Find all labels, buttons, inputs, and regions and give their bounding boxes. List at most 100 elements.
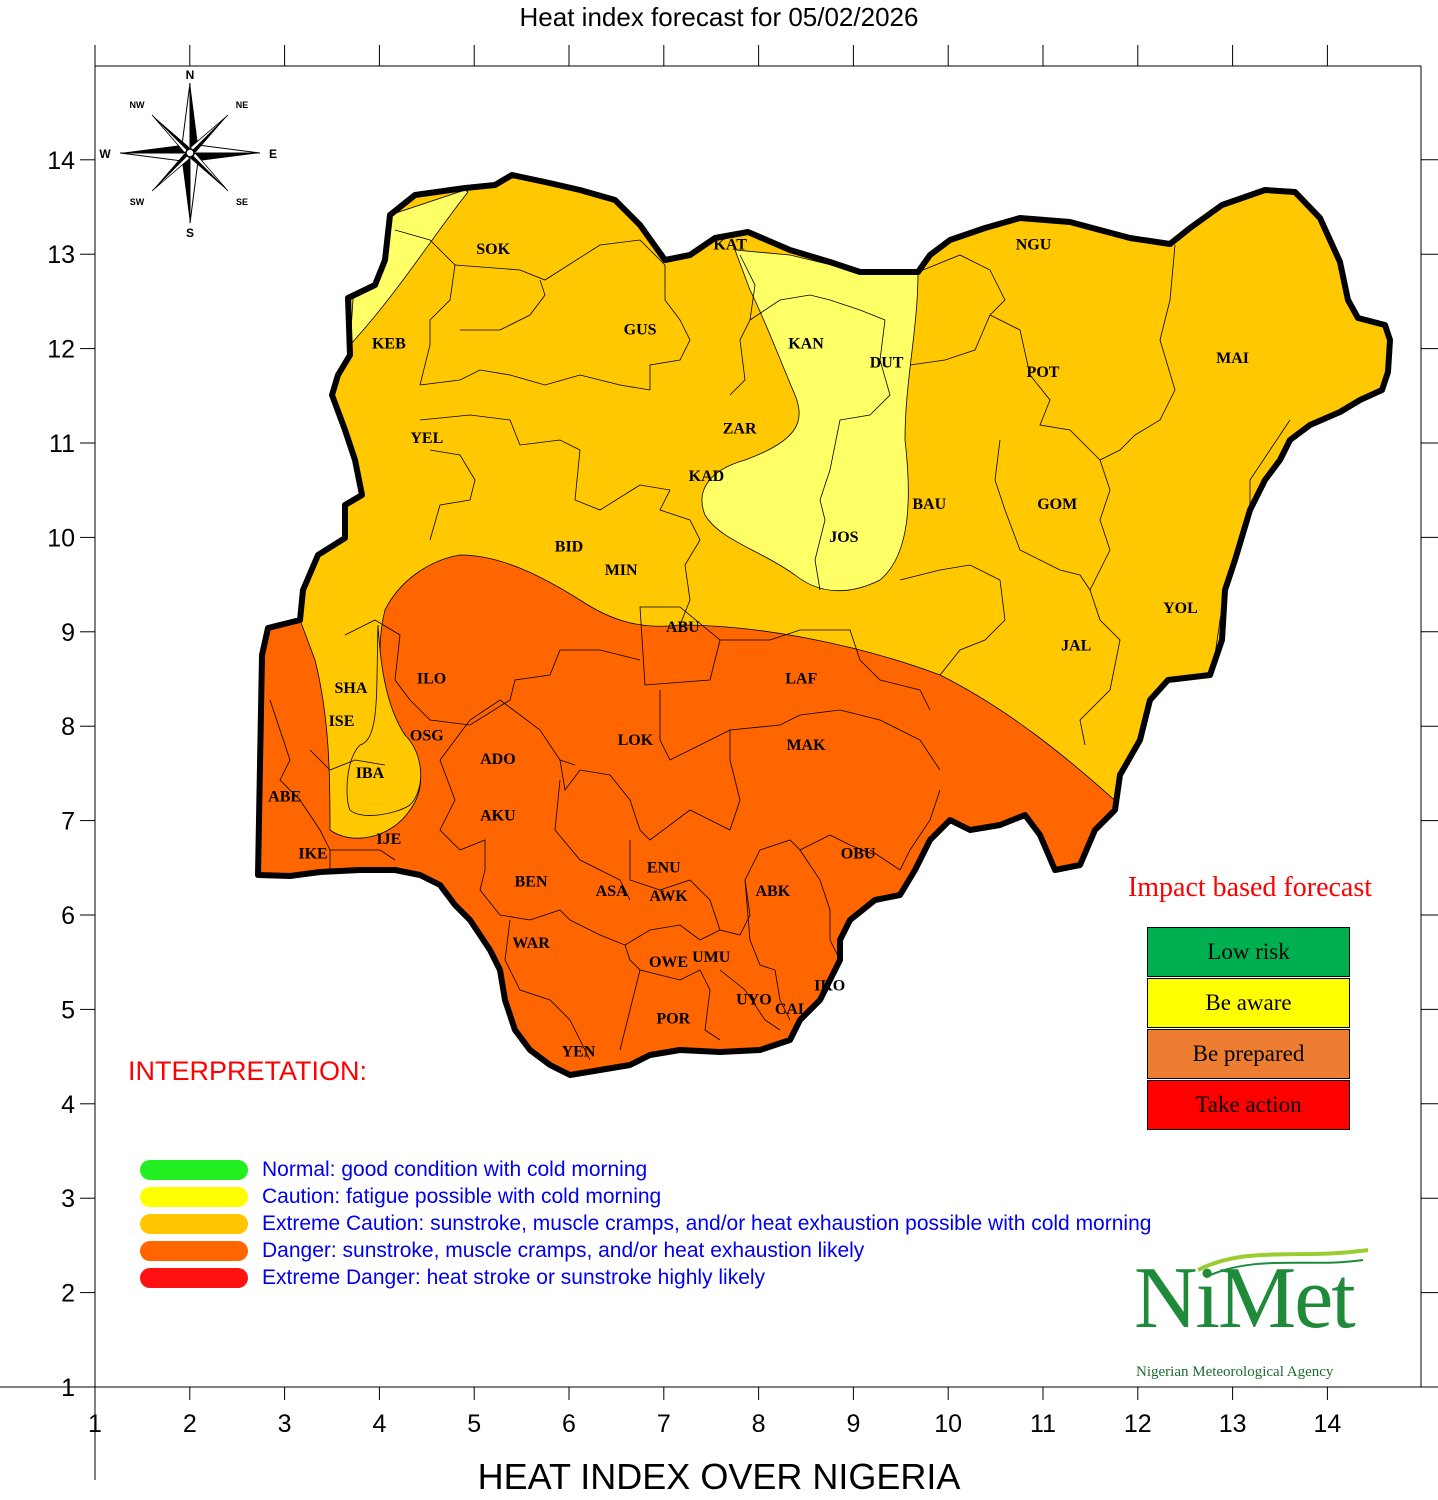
state-label: BAU — [912, 496, 946, 513]
x-tick-label: 1 — [88, 1410, 102, 1438]
interpretation-item: Extreme Danger: heat stroke or sunstroke… — [140, 1266, 765, 1289]
state-label: SHA — [335, 680, 368, 697]
y-tick-label: 2 — [61, 1280, 75, 1308]
compass-ne: NE — [236, 100, 249, 110]
y-tick-label: 5 — [61, 996, 75, 1024]
y-tick-label: 13 — [47, 241, 75, 269]
state-label: LAF — [785, 671, 817, 688]
state-label: ABK — [755, 883, 790, 900]
compass-sw: SW — [130, 197, 145, 207]
extreme-danger-swatch — [140, 1268, 248, 1288]
state-label: UYO — [736, 992, 772, 1009]
state-label: CAL — [775, 1001, 809, 1018]
state-label: IKE — [298, 845, 327, 862]
state-label: ASA — [596, 883, 628, 900]
axis-label: HEAT INDEX OVER NIGERIA — [477, 1456, 961, 1497]
state-label: ADO — [480, 751, 516, 768]
state-label: MIN — [605, 562, 638, 579]
nimet-logo: NiMet Nigerian Meteorological Agency — [1128, 1240, 1388, 1390]
state-label: BID — [555, 539, 583, 556]
compass-nw: NW — [130, 100, 145, 110]
x-tick-label: 11 — [1030, 1410, 1056, 1438]
state-label: ISE — [329, 713, 355, 730]
low-risk-box: Low risk — [1147, 927, 1350, 977]
state-label: OBU — [841, 845, 876, 862]
state-label: OWE — [649, 954, 688, 971]
state-label: IJE — [376, 831, 401, 848]
y-tick-label: 11 — [49, 430, 75, 458]
x-tick-label: 13 — [1219, 1410, 1247, 1438]
map-title: Heat index forecast for 05/02/2026 — [519, 2, 919, 32]
y-tick-label: 14 — [47, 147, 75, 175]
logo-wordmark: NiMet — [1134, 1250, 1356, 1347]
interpretation-text: Danger: sunstroke, muscle cramps, and/or… — [262, 1239, 865, 1262]
x-tick-label: 5 — [467, 1410, 481, 1438]
interpretation-title: INTERPRETATION: — [128, 1056, 368, 1086]
state-label: KAD — [689, 468, 725, 485]
interpretation-item: Caution: fatigue possible with cold morn… — [140, 1185, 662, 1208]
compass-se: SE — [236, 197, 248, 207]
normal-swatch — [140, 1160, 248, 1180]
zone-caution-oyo — [346, 624, 422, 816]
extreme-caution-swatch — [140, 1214, 248, 1234]
y-tick-label: 4 — [61, 1091, 75, 1119]
state-label: KAT — [713, 236, 747, 253]
state-label: LOK — [618, 732, 654, 749]
y-tick-label: 6 — [61, 902, 75, 930]
y-tick-label: 1 — [61, 1374, 75, 1402]
x-tick-label: 14 — [1313, 1410, 1341, 1438]
state-label: AWK — [649, 888, 688, 905]
x-tick-label: 6 — [562, 1410, 576, 1438]
state-label: POT — [1027, 364, 1060, 381]
state-label: MAI — [1216, 350, 1249, 367]
x-tick-label: 4 — [372, 1410, 386, 1438]
logo-subtitle: Nigerian Meteorological Agency — [1136, 1364, 1334, 1380]
caution-swatch — [140, 1187, 248, 1207]
state-label: GOM — [1037, 496, 1077, 513]
state-label: ABE — [268, 789, 301, 806]
logo-wave-icon — [1197, 1248, 1369, 1277]
take-action-box: Take action — [1147, 1080, 1350, 1130]
x-tick-label: 7 — [657, 1410, 671, 1438]
compass-w: W — [99, 147, 111, 161]
state-label: SOK — [476, 241, 510, 258]
state-label: JOS — [829, 529, 858, 546]
y-tick-label: 9 — [61, 619, 75, 647]
state-label: KAN — [788, 336, 824, 353]
x-tick-label: 3 — [278, 1410, 292, 1438]
state-label: ENU — [647, 860, 681, 877]
interpretation-text: Normal: good condition with cold morning — [262, 1158, 648, 1181]
compass-rose-icon: N S E W NE NW SE SW — [99, 68, 277, 240]
state-label: IKO — [814, 978, 845, 995]
interpretation-item: Danger: sunstroke, muscle cramps, and/or… — [140, 1239, 865, 1262]
nigeria-border — [255, 172, 1393, 1078]
state-label: JAL — [1061, 638, 1091, 655]
x-tick-label: 10 — [934, 1410, 962, 1438]
state-label: ABU — [666, 619, 700, 636]
state-label: GUS — [624, 321, 657, 338]
interpretation-item: Extreme Caution: sunstroke, muscle cramp… — [140, 1212, 1152, 1235]
state-label: UMU — [692, 949, 731, 966]
interpretation-text: Extreme Caution: sunstroke, muscle cramp… — [262, 1212, 1152, 1235]
zone-caution-kano — [701, 249, 919, 592]
compass-n: N — [186, 68, 195, 82]
y-tick-label: 10 — [47, 524, 75, 552]
state-label: DUT — [870, 354, 904, 371]
state-label: YEN — [562, 1044, 596, 1061]
x-tick-label: 9 — [846, 1410, 860, 1438]
y-tick-label: 12 — [47, 336, 75, 364]
interpretation-text: Caution: fatigue possible with cold morn… — [262, 1185, 662, 1208]
state-label: OSG — [410, 727, 444, 744]
impact-forecast-title: Impact based forecast — [1127, 872, 1373, 903]
danger-swatch — [140, 1241, 248, 1261]
be-prepared-box: Be prepared — [1147, 1029, 1350, 1079]
state-label: NGU — [1016, 236, 1052, 253]
state-label: YEL — [410, 430, 443, 447]
interpretation-item: Normal: good condition with cold morning — [140, 1158, 648, 1181]
x-tick-label: 8 — [752, 1410, 766, 1438]
y-tick-label: 8 — [61, 713, 75, 741]
state-label: YOL — [1163, 600, 1198, 617]
state-label: ILO — [417, 671, 446, 688]
state-label: MAK — [786, 737, 826, 754]
